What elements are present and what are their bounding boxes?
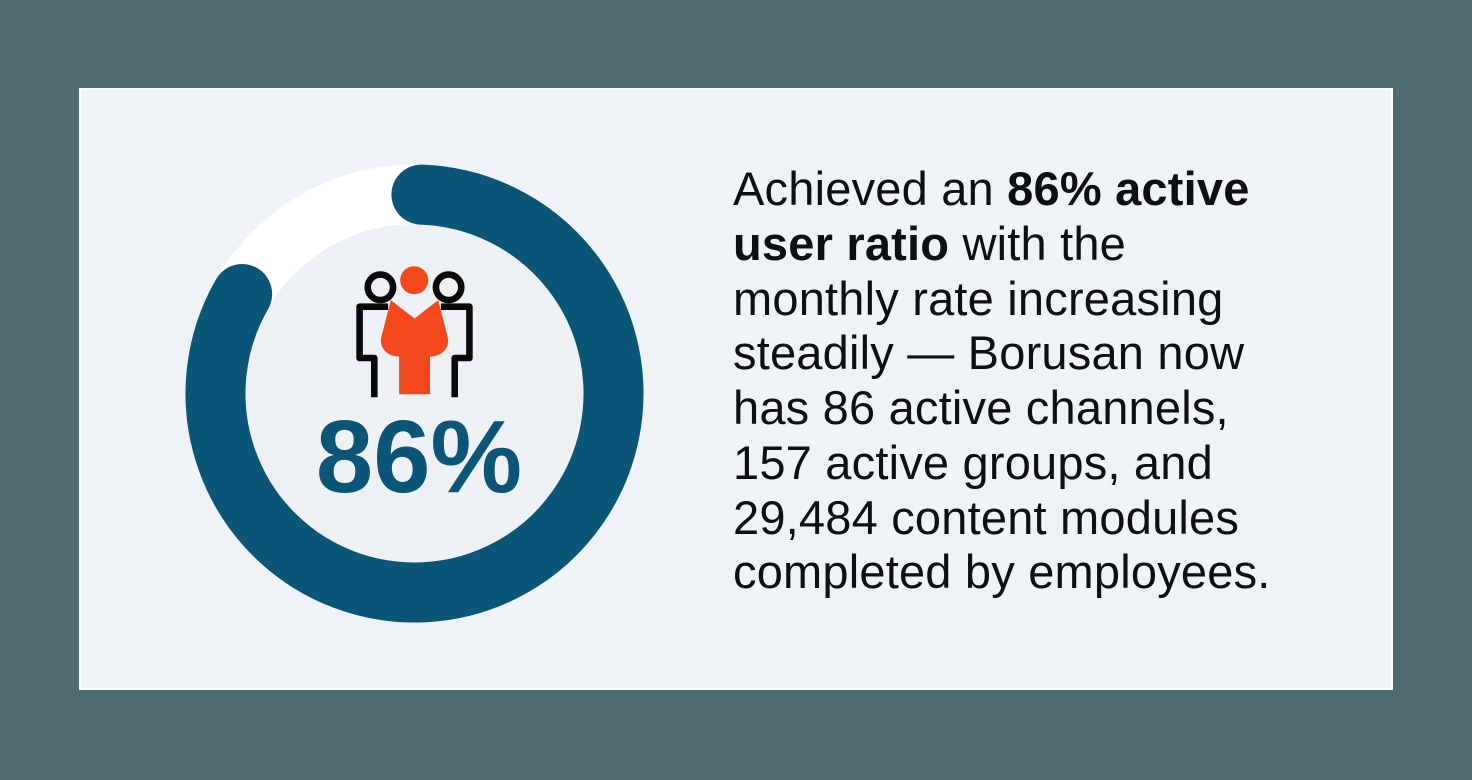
- svg-text:86%: 86%: [316, 399, 522, 514]
